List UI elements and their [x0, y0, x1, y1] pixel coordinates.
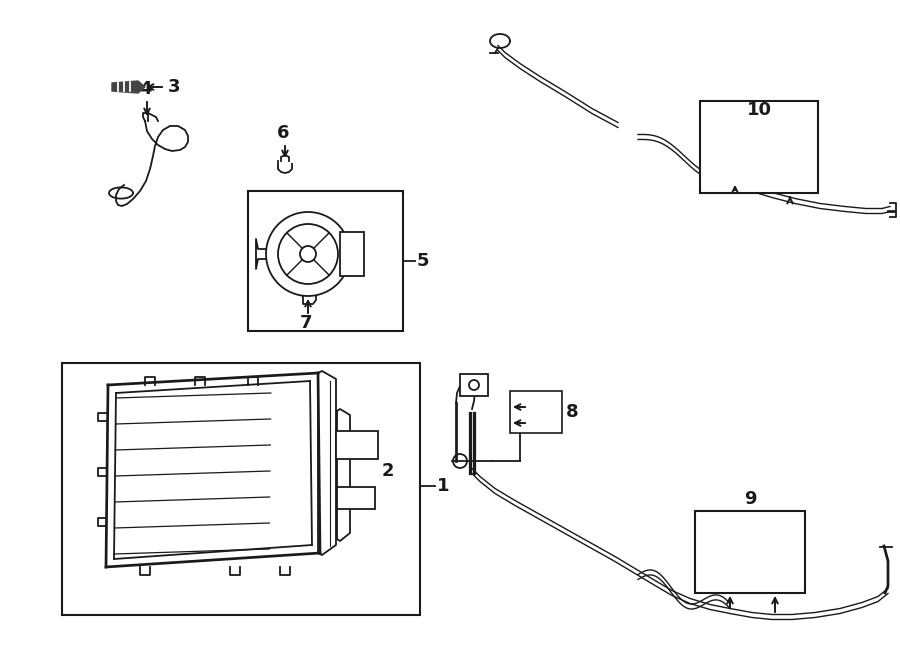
- Bar: [336, 431, 378, 459]
- Text: 3: 3: [168, 78, 181, 96]
- Bar: [337, 487, 375, 509]
- Bar: [248, 191, 403, 331]
- Bar: [62, 363, 420, 615]
- Bar: [695, 511, 805, 593]
- Text: 5: 5: [417, 252, 429, 270]
- Text: 1: 1: [437, 477, 449, 495]
- Bar: [460, 374, 488, 396]
- Polygon shape: [318, 371, 336, 555]
- Text: 7: 7: [300, 314, 312, 332]
- Polygon shape: [337, 409, 350, 541]
- Bar: [700, 101, 818, 193]
- Text: 2: 2: [382, 462, 394, 480]
- Text: 10: 10: [746, 101, 771, 119]
- Text: 8: 8: [566, 403, 579, 421]
- Text: 4: 4: [139, 80, 151, 98]
- Text: 6: 6: [277, 124, 289, 142]
- Bar: [510, 391, 562, 433]
- Bar: [340, 232, 364, 276]
- Text: 9: 9: [743, 490, 756, 508]
- Polygon shape: [112, 81, 145, 93]
